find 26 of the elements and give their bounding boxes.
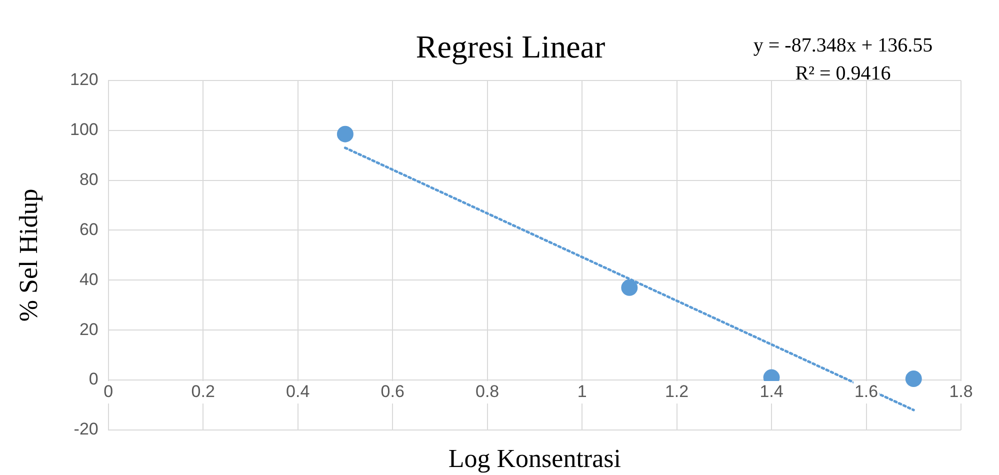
- y-axis-title: % Sel Hidup: [14, 188, 43, 322]
- y-tick-label: 0: [88, 370, 98, 389]
- x-tick-label: 1.8: [949, 382, 973, 401]
- x-tick-label: 0.2: [191, 382, 215, 401]
- x-tick-label: 1: [577, 382, 587, 401]
- point: [905, 370, 922, 388]
- point: [336, 126, 354, 142]
- annotation: R² = 0.9416: [795, 62, 891, 84]
- x-tick-label: 1.4: [760, 382, 784, 401]
- y-tick-label: 20: [79, 320, 98, 339]
- y-tick-label: 80: [79, 170, 98, 189]
- x-tick-label: 1.2: [664, 382, 689, 401]
- point: [621, 279, 638, 296]
- chart-title: Regresi Linear: [416, 28, 606, 65]
- x-tick-label: 1.6: [854, 382, 878, 401]
- x-tick-label: 0.6: [380, 382, 404, 401]
- y-tick-label: -20: [74, 420, 98, 439]
- y-tick-label: 60: [79, 220, 98, 239]
- x-tick-label: 0.8: [475, 382, 500, 401]
- text: y = -87.348x + 136.55: [753, 34, 933, 56]
- y-tick-label: 120: [70, 70, 98, 90]
- y-tick-label: 40: [79, 270, 98, 289]
- x-axis-title: Log Konsentrasi: [448, 444, 621, 473]
- x-tick-label: 0: [104, 382, 114, 401]
- x-tick-label: 0.4: [286, 382, 310, 401]
- y-tick-label: 100: [70, 120, 98, 140]
